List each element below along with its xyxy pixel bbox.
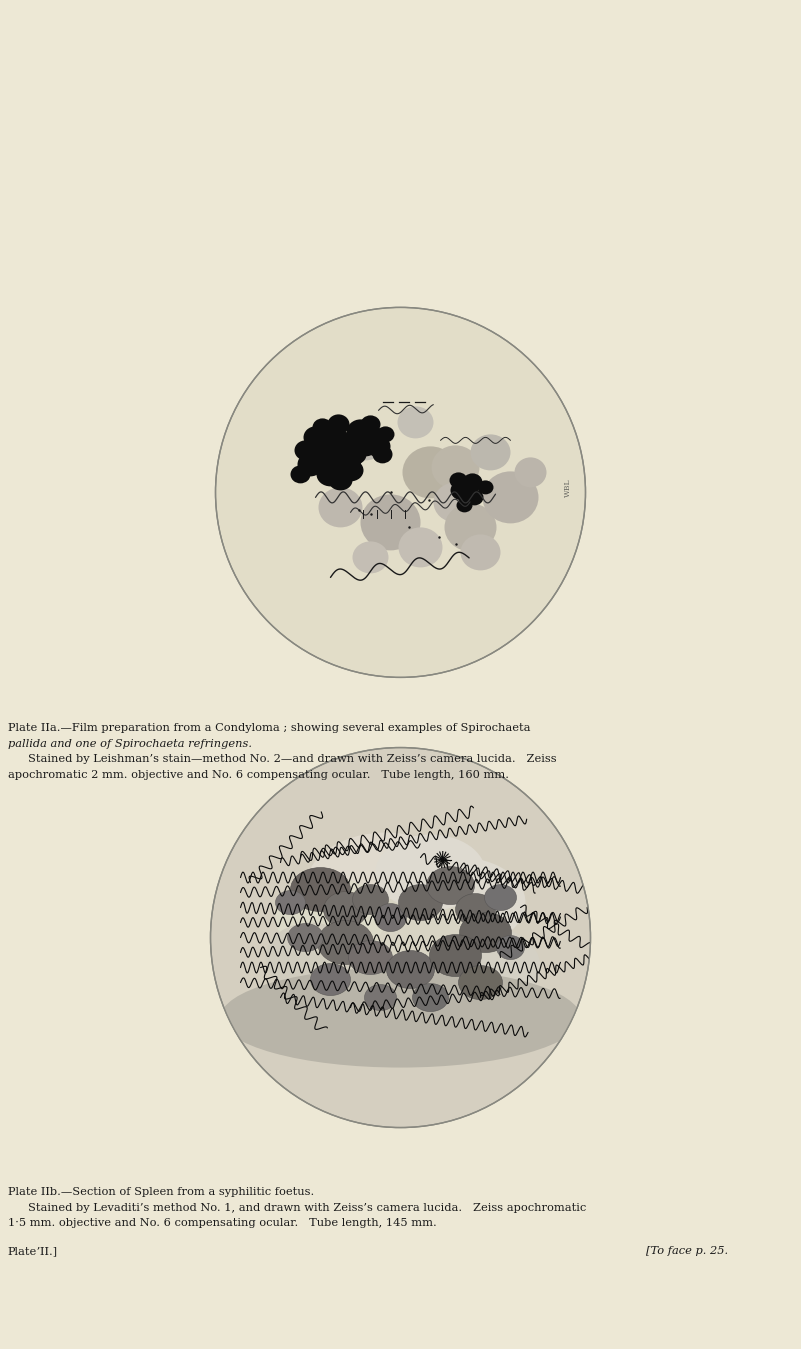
Ellipse shape (320, 429, 352, 456)
Ellipse shape (348, 940, 392, 974)
Ellipse shape (328, 471, 352, 491)
Ellipse shape (347, 420, 375, 445)
Ellipse shape (402, 447, 458, 498)
Ellipse shape (433, 483, 477, 522)
Ellipse shape (300, 950, 421, 1025)
Ellipse shape (328, 414, 349, 434)
Ellipse shape (360, 426, 385, 448)
Ellipse shape (461, 534, 501, 571)
Text: 1·5 mm. objective and No. 6 compensating ocular.   Tube length, 145 mm.: 1·5 mm. objective and No. 6 compensating… (8, 1218, 437, 1228)
Ellipse shape (328, 442, 363, 472)
Ellipse shape (220, 967, 581, 1067)
Ellipse shape (345, 425, 385, 460)
Ellipse shape (458, 966, 502, 1000)
Ellipse shape (485, 885, 517, 911)
Ellipse shape (482, 471, 538, 523)
Ellipse shape (445, 503, 497, 552)
Text: Plate IIb.—Section of Spleen from a syphilitic foetus.: Plate IIb.—Section of Spleen from a syph… (8, 1187, 314, 1197)
Text: Stained by Levaditi’s method No. 1, and drawn with Zeiss’s camera lucida.   Zeis: Stained by Levaditi’s method No. 1, and … (28, 1202, 586, 1213)
Ellipse shape (317, 920, 373, 965)
Ellipse shape (304, 426, 328, 448)
Ellipse shape (276, 878, 385, 958)
Ellipse shape (376, 426, 395, 442)
Text: Plate IIa.—Film preparation from a Condyloma ; showing several examples of Spiro: Plate IIa.—Film preparation from a Condy… (8, 723, 530, 733)
Ellipse shape (450, 480, 474, 500)
Ellipse shape (319, 487, 363, 527)
Ellipse shape (426, 866, 474, 905)
Ellipse shape (360, 494, 421, 550)
Ellipse shape (460, 912, 512, 952)
Ellipse shape (360, 415, 380, 433)
Text: pallida and one of Spirochaeta refringens.: pallida and one of Spirochaeta refringen… (8, 738, 252, 749)
Ellipse shape (413, 983, 449, 1012)
Ellipse shape (211, 747, 590, 1128)
Text: PlateʼII.]: PlateʼII.] (8, 1246, 58, 1256)
Ellipse shape (320, 897, 501, 997)
Ellipse shape (291, 465, 311, 483)
Ellipse shape (465, 490, 484, 506)
Ellipse shape (364, 985, 396, 1010)
Ellipse shape (375, 904, 406, 932)
Ellipse shape (297, 452, 324, 476)
Ellipse shape (352, 541, 388, 573)
Text: apochromatic 2 mm. objective and No. 6 compensating ocular.   Tube length, 160 m: apochromatic 2 mm. objective and No. 6 c… (8, 769, 509, 780)
Ellipse shape (387, 951, 434, 989)
Ellipse shape (456, 893, 496, 925)
Ellipse shape (291, 867, 351, 912)
Ellipse shape (316, 463, 344, 487)
Text: [To face p. 25.: [To face p. 25. (646, 1246, 728, 1256)
Ellipse shape (344, 444, 367, 464)
Ellipse shape (352, 885, 388, 915)
Ellipse shape (441, 928, 541, 1008)
Ellipse shape (311, 963, 351, 996)
Ellipse shape (432, 445, 480, 490)
Ellipse shape (376, 835, 485, 911)
Ellipse shape (429, 935, 481, 977)
Ellipse shape (276, 890, 305, 915)
Ellipse shape (344, 433, 368, 456)
Ellipse shape (215, 308, 586, 677)
Text: Stained by Leishman’s stain—method No. 2—and drawn with Zeiss’s camera lucida.  : Stained by Leishman’s stain—method No. 2… (28, 754, 557, 764)
Ellipse shape (303, 434, 339, 467)
Ellipse shape (311, 449, 340, 475)
Ellipse shape (399, 527, 442, 568)
Ellipse shape (312, 418, 332, 436)
Ellipse shape (457, 498, 473, 513)
Ellipse shape (372, 445, 392, 464)
Text: WBL: WBL (563, 478, 571, 496)
Ellipse shape (462, 473, 482, 491)
Ellipse shape (399, 885, 442, 920)
Ellipse shape (288, 924, 324, 951)
Ellipse shape (396, 858, 525, 947)
Ellipse shape (449, 472, 468, 488)
Ellipse shape (367, 436, 391, 457)
Ellipse shape (477, 480, 493, 494)
Ellipse shape (497, 936, 525, 959)
Ellipse shape (514, 457, 546, 487)
Ellipse shape (305, 832, 465, 943)
Ellipse shape (324, 892, 368, 928)
Ellipse shape (353, 436, 377, 456)
Ellipse shape (295, 440, 316, 460)
Ellipse shape (397, 406, 433, 438)
Ellipse shape (265, 923, 356, 993)
Ellipse shape (470, 434, 510, 471)
Ellipse shape (337, 460, 364, 482)
